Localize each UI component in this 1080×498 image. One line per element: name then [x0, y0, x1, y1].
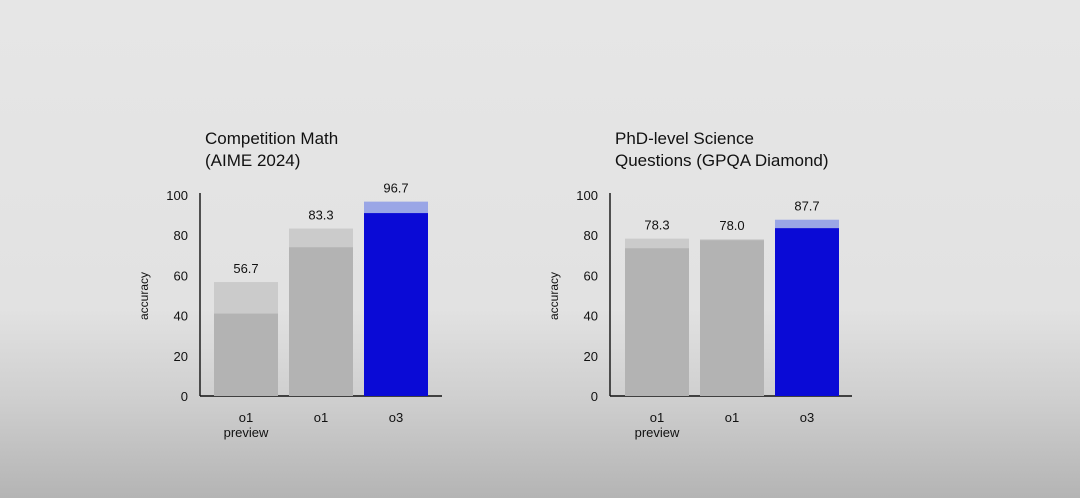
data-label: 78.3 — [644, 218, 669, 233]
bar-base — [700, 240, 764, 396]
x-tick-label: preview — [224, 425, 269, 440]
bar-base — [625, 248, 689, 396]
y-tick-label: 60 — [584, 268, 598, 283]
chart-title-line: PhD-level Science — [615, 129, 754, 148]
x-tick-label: o1 — [725, 410, 739, 425]
x-tick-label: o1 — [239, 410, 253, 425]
y-tick-label: 0 — [181, 389, 188, 404]
x-tick-label: preview — [635, 425, 680, 440]
y-axis-label: accuracy — [137, 272, 151, 320]
y-tick-label: 40 — [584, 309, 598, 324]
chart-title-line: Competition Math — [205, 129, 338, 148]
y-tick-label: 20 — [174, 349, 188, 364]
x-tick-label: o1 — [314, 410, 328, 425]
chart-phd-science: PhD-level Science Questions (GPQA Diamond… — [547, 129, 852, 440]
y-tick-label: 40 — [174, 309, 188, 324]
data-label: 87.7 — [794, 199, 819, 214]
y-tick-label: 60 — [174, 268, 188, 283]
y-tick-label: 20 — [584, 349, 598, 364]
y-tick-label: 80 — [584, 228, 598, 243]
y-tick-label: 80 — [174, 228, 188, 243]
chart-title-line: (AIME 2024) — [205, 151, 300, 170]
x-tick-label: o3 — [800, 410, 814, 425]
data-label: 83.3 — [308, 208, 333, 223]
x-tick-label: o3 — [389, 410, 403, 425]
y-tick-label: 100 — [576, 188, 598, 203]
data-label: 56.7 — [233, 261, 258, 276]
chart-competition-math: Competition Math (AIME 2024) accuracy 0 20 40… — [137, 129, 442, 440]
y-axis-label: accuracy — [547, 272, 561, 320]
chart-title-line: Questions (GPQA Diamond) — [615, 151, 829, 170]
data-label: 78.0 — [719, 218, 744, 233]
bar-base — [775, 228, 839, 396]
y-tick-label: 0 — [591, 389, 598, 404]
data-label: 96.7 — [383, 181, 408, 196]
x-tick-label: o1 — [650, 410, 664, 425]
bar-base — [364, 213, 428, 396]
y-tick-label: 100 — [166, 188, 188, 203]
bar-base — [289, 247, 353, 396]
bar-base — [214, 313, 278, 396]
